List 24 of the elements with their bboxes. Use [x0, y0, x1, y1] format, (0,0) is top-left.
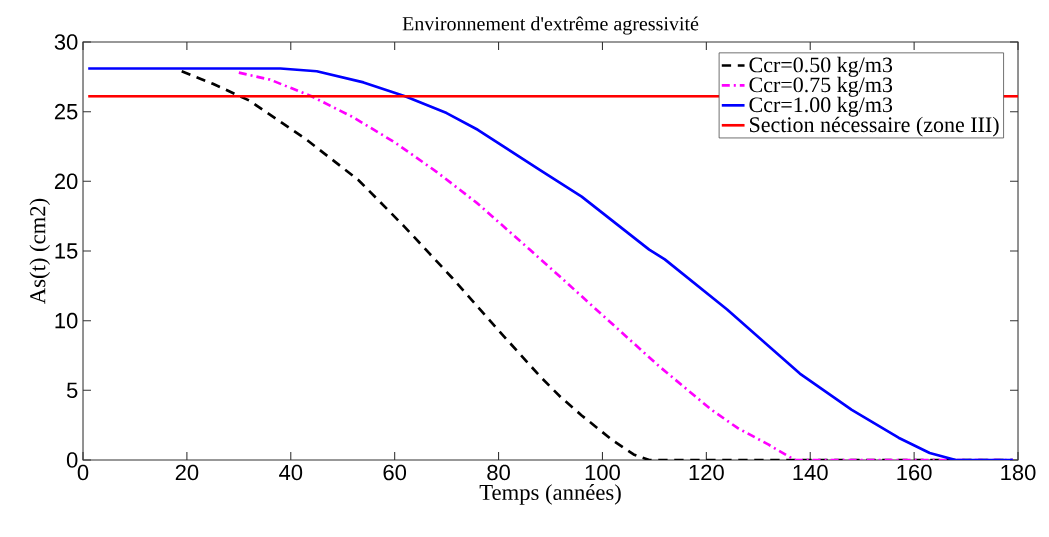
x-tick-label: 20 [175, 464, 199, 481]
y-tick-label: 15 [55, 243, 78, 259]
x-tick-label: 120 [689, 464, 724, 481]
y-tick-label: 0 [66, 452, 78, 468]
y-tick-label: 10 [55, 312, 78, 329]
y-tick-label: 30 [54, 34, 78, 50]
legend-label: Ccr=0.50 kg/m3 [749, 56, 893, 77]
x-tick-label: 100 [585, 464, 620, 481]
y-axis-title: As(t) (cm2) [29, 198, 51, 304]
x-tick-label: 180 [1001, 464, 1036, 481]
x-tick-label: 0 [77, 464, 89, 481]
x-axis-title: Temps (années) [479, 484, 621, 505]
legend-label: Section nécessaire (zone III) [750, 116, 999, 137]
y-tick-label: 20 [54, 173, 78, 190]
x-tick-label: 80 [487, 464, 510, 481]
x-tick-label: 40 [279, 464, 303, 481]
legend-label: Ccr=0.75 kg/m3 [749, 76, 893, 97]
x-tick-label: 160 [897, 464, 932, 481]
y-tick-label: 5 [66, 382, 78, 398]
x-tick-label: 140 [793, 464, 828, 481]
y-tick-label: 25 [54, 103, 78, 120]
legend-label: Ccr=1.00 kg/m3 [749, 96, 893, 117]
x-tick-label: 60 [383, 464, 407, 481]
chart-title: Environnement d'extrême agressivité [402, 16, 699, 35]
